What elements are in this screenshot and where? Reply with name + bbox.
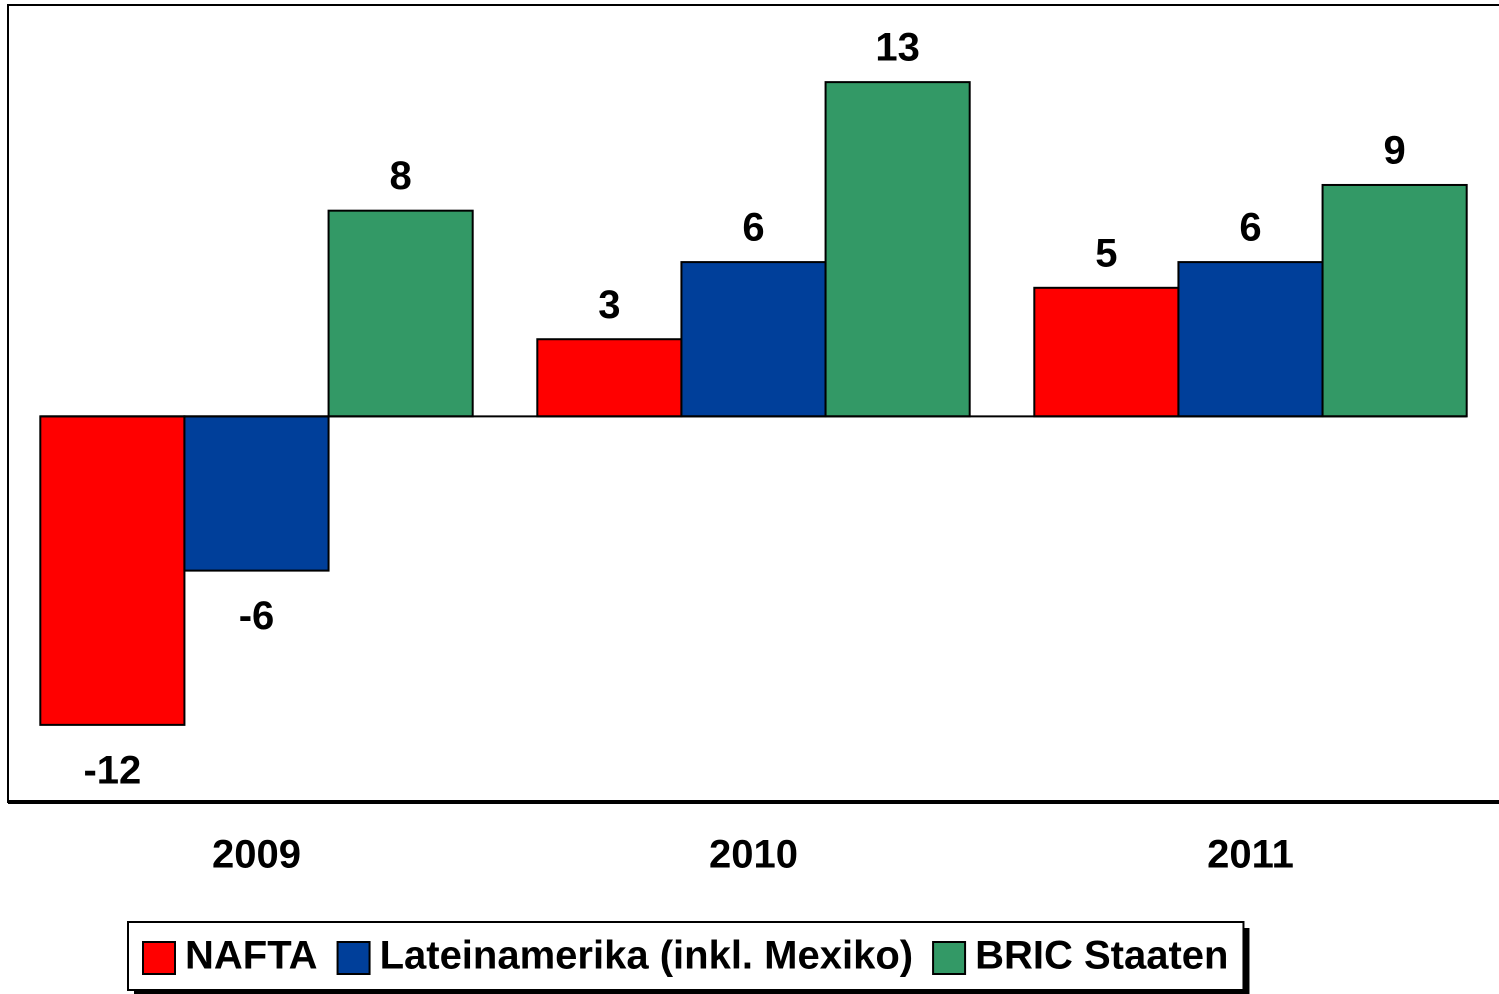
bar xyxy=(183,415,330,572)
legend-swatch xyxy=(932,941,967,975)
bar xyxy=(1033,286,1180,418)
data-label: 6 xyxy=(1239,206,1261,250)
bar xyxy=(1177,261,1324,418)
legend-swatch xyxy=(336,941,371,975)
bar xyxy=(327,209,474,418)
legend-label: BRIC Staaten xyxy=(975,934,1228,978)
data-label: -6 xyxy=(239,594,275,638)
bar xyxy=(824,81,971,418)
bar xyxy=(536,338,683,418)
data-label: 5 xyxy=(1095,231,1117,275)
data-label: 9 xyxy=(1384,129,1406,173)
bar xyxy=(1321,183,1468,418)
x-tick-label: 2011 xyxy=(1207,833,1294,877)
x-tick-label: 2009 xyxy=(212,833,301,877)
legend xyxy=(127,921,1245,991)
legend-swatch xyxy=(142,941,176,975)
data-label: 13 xyxy=(875,26,920,70)
legend-label: Lateinamerika (inkl. Mexiko) xyxy=(380,934,914,978)
data-label: 3 xyxy=(598,283,620,327)
bar xyxy=(680,261,827,418)
data-label: 8 xyxy=(390,154,412,198)
data-label: 6 xyxy=(742,206,764,250)
data-label: -12 xyxy=(83,748,141,792)
legend-label: NAFTA xyxy=(185,934,318,978)
x-tick-label: 2010 xyxy=(709,833,798,877)
bar xyxy=(39,415,186,726)
